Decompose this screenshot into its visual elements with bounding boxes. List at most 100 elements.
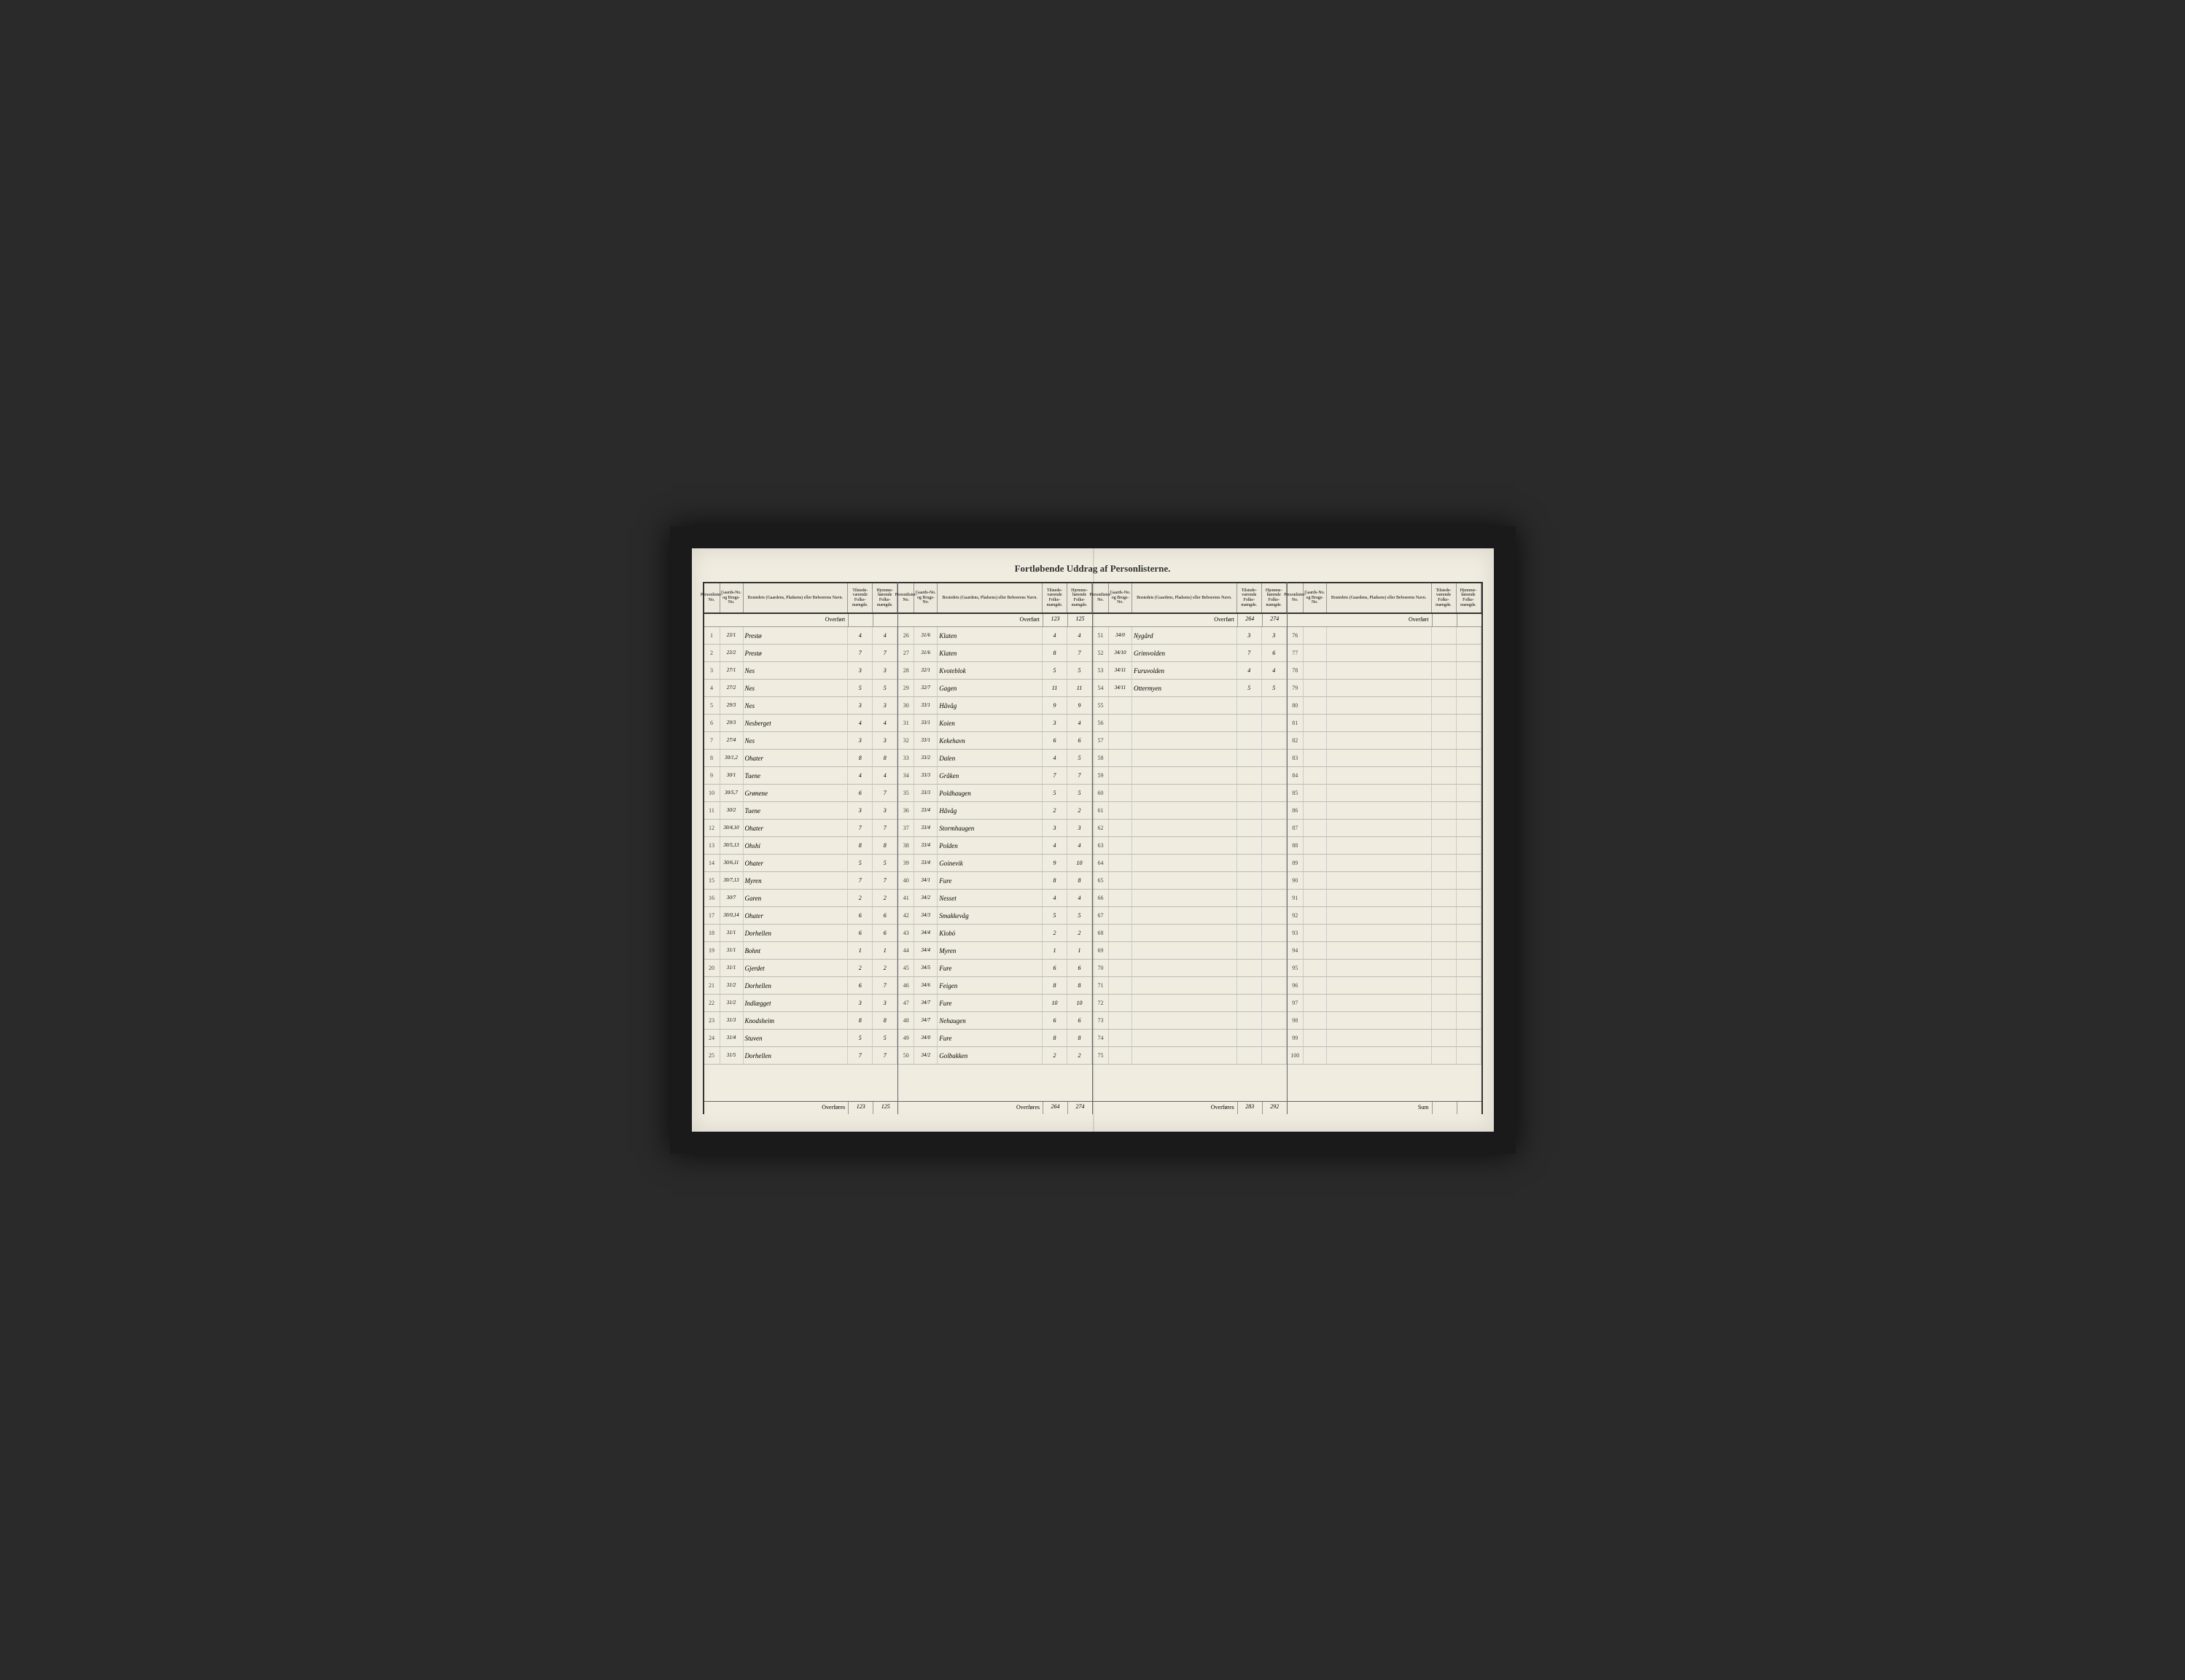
overfort-label: Overført: [1093, 614, 1237, 626]
cell-gaards: [1109, 977, 1132, 994]
cell-name: [1327, 715, 1432, 731]
cell-name: [1327, 855, 1432, 871]
cell-personlister: 28: [898, 662, 914, 679]
cell-gaards: 31/3: [720, 1012, 744, 1029]
table-row: 47 34/7 Fure 10 10: [898, 995, 1092, 1012]
table-row: 14 30/6,11 Ohater 5 5: [704, 855, 898, 872]
cell-hjemme: [1457, 697, 1481, 714]
cell-gaards: 33/3: [914, 785, 938, 801]
ledger-columns: Personlister-No. Gaards-No. og Brugs-No.…: [703, 582, 1483, 1114]
cell-personlister: 62: [1093, 820, 1109, 836]
cell-tilstede: 5: [1043, 785, 1067, 801]
table-row: 36 33/4 Håvåg 2 2: [898, 802, 1092, 820]
cell-name: Goinevik: [938, 855, 1043, 871]
cell-tilstede: [1432, 697, 1457, 714]
cell-tilstede: 4: [848, 767, 873, 784]
cell-personlister: 38: [898, 837, 914, 854]
cell-personlister: 73: [1093, 1012, 1109, 1029]
cell-personlister: 18: [704, 925, 720, 941]
cell-gaards: [1304, 662, 1327, 679]
table-row: 68: [1093, 925, 1287, 942]
cell-name: [1327, 802, 1432, 819]
cell-name: Bohnt: [744, 942, 849, 959]
cell-tilstede: 5: [1043, 662, 1067, 679]
cell-tilstede: 4: [1043, 627, 1067, 644]
cell-name: Feigen: [938, 977, 1043, 994]
table-row: 46 34/6 Feigen 8 8: [898, 977, 1092, 995]
header-gaards: Gaards-No. og Brugs-No.: [914, 583, 938, 612]
cell-tilstede: 9: [1043, 697, 1067, 714]
column-header: Personlister-No. Gaards-No. og Brugs-No.…: [704, 582, 898, 614]
cell-tilstede: 2: [848, 960, 873, 976]
cell-name: Dorhellen: [744, 925, 849, 941]
table-row: 89: [1288, 855, 1481, 872]
cell-tilstede: 3: [848, 995, 873, 1011]
cell-hjemme: 8: [1067, 1030, 1092, 1046]
cell-tilstede: 2: [1043, 925, 1067, 941]
cell-tilstede: 2: [848, 890, 873, 906]
cell-tilstede: [1237, 907, 1262, 924]
table-row: 85: [1288, 785, 1481, 802]
cell-hjemme: [1457, 1012, 1481, 1029]
sum-label: Sum: [1288, 1102, 1432, 1114]
table-row: 48 34/7 Nehaugen 6 6: [898, 1012, 1092, 1030]
cell-hjemme: 4: [1262, 662, 1287, 679]
cell-tilstede: 7: [848, 820, 873, 836]
cell-gaards: 31/4: [720, 1030, 744, 1046]
sum-hjemme: [1457, 1102, 1481, 1114]
table-row: 87: [1288, 820, 1481, 837]
cell-gaards: [1304, 802, 1327, 819]
table-row: 56: [1093, 715, 1287, 732]
cell-name: Nesset: [938, 890, 1043, 906]
cell-hjemme: 8: [873, 1012, 897, 1029]
cell-name: Stormhaugen: [938, 820, 1043, 836]
cell-tilstede: 6: [848, 785, 873, 801]
cell-personlister: 87: [1288, 820, 1304, 836]
table-row: 29 32/7 Gagen 11 11: [898, 680, 1092, 697]
cell-hjemme: 6: [1067, 732, 1092, 749]
overfores-row: Overføres 283 292: [1093, 1101, 1287, 1114]
cell-gaards: 34/1: [914, 872, 938, 889]
cell-gaards: [1109, 907, 1132, 924]
header-tilstede: Tilstede-værende Folke-mængde.: [1043, 583, 1067, 612]
cell-personlister: 86: [1288, 802, 1304, 819]
cell-hjemme: 2: [1067, 802, 1092, 819]
cell-gaards: [1109, 1030, 1132, 1046]
cell-personlister: 72: [1093, 995, 1109, 1011]
cell-tilstede: 4: [1043, 890, 1067, 906]
cell-name: Ohater: [744, 750, 849, 766]
cell-gaards: [1109, 802, 1132, 819]
cell-personlister: 5: [704, 697, 720, 714]
cell-name: [1327, 785, 1432, 801]
cell-tilstede: [1237, 785, 1262, 801]
cell-hjemme: 7: [1067, 645, 1092, 661]
table-row: 26 31/6 Klaten 4 4: [898, 627, 1092, 645]
table-row: 43 34/4 Klobö 2 2: [898, 925, 1092, 942]
cell-gaards: 31/1: [720, 925, 744, 941]
table-row: 53 34/11 Furuvolden 4 4: [1093, 662, 1287, 680]
overfores-row: Overføres 264 274: [898, 1101, 1092, 1114]
cell-tilstede: [1237, 820, 1262, 836]
header-hjemme: Hjemme-hørende Folke-mængde.: [1457, 583, 1481, 612]
cell-gaards: [1109, 942, 1132, 959]
cell-personlister: 48: [898, 1012, 914, 1029]
table-row: 4 27/2 Nes 5 5: [704, 680, 898, 697]
cell-gaards: [1304, 750, 1327, 766]
cell-tilstede: [1432, 925, 1457, 941]
cell-tilstede: 4: [848, 627, 873, 644]
cell-tilstede: 3: [848, 802, 873, 819]
cell-gaards: 33/1: [914, 715, 938, 731]
cell-personlister: 37: [898, 820, 914, 836]
cell-gaards: 34/5: [914, 960, 938, 976]
cell-hjemme: [1262, 750, 1287, 766]
cell-hjemme: 4: [1067, 627, 1092, 644]
table-row: 92: [1288, 907, 1481, 925]
cell-tilstede: [1432, 1047, 1457, 1064]
overfores-label: Overføres: [704, 1102, 849, 1114]
column-header: Personlister-No. Gaards-No. og Brugs-No.…: [898, 582, 1092, 614]
cell-hjemme: [1457, 995, 1481, 1011]
cell-name: [1132, 907, 1237, 924]
cell-name: [1132, 1030, 1237, 1046]
header-gaards: Gaards-No. og Brugs-No.: [1304, 583, 1327, 612]
cell-name: [1327, 750, 1432, 766]
